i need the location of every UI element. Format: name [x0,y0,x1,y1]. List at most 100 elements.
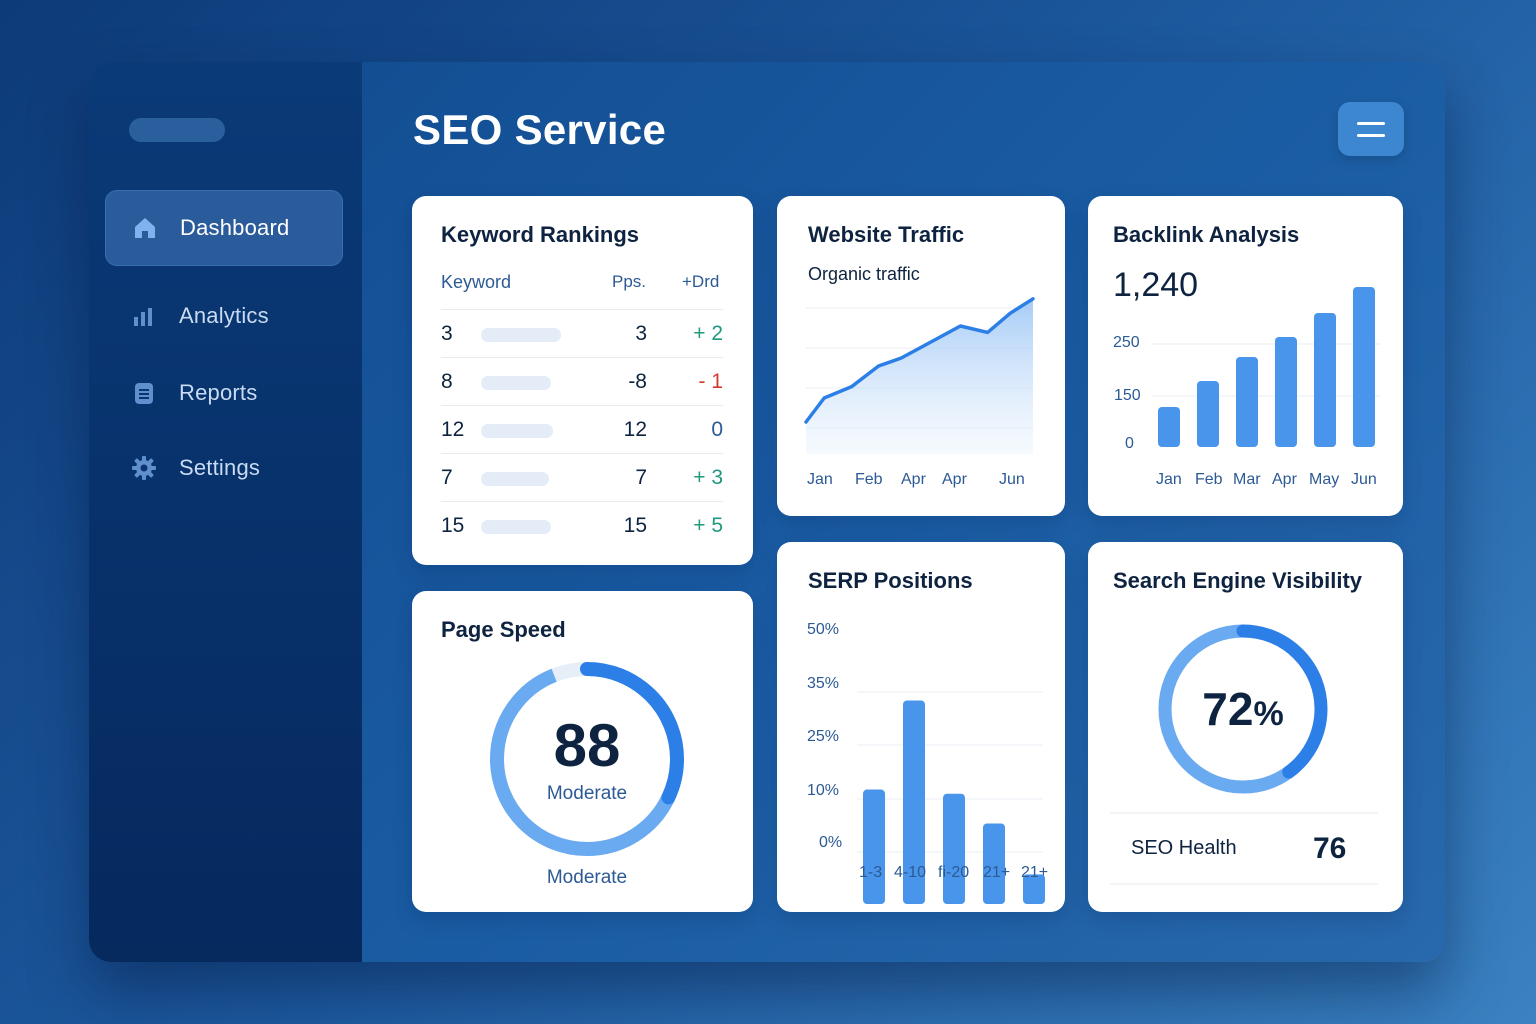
page-speed-score: 88 [553,712,621,779]
bar-apr [1275,337,1297,447]
y-tick-label: 25% [807,728,840,745]
x-tick-label: 4-10 [894,864,927,881]
page-speed-gauge [490,662,684,856]
menu-button[interactable] [1338,102,1404,156]
card-title: Backlink Analysis [1113,222,1300,247]
column-header-keyword: Keyword [441,272,512,292]
x-tick-label: fi-20 [938,864,970,881]
sidebar-item-analytics[interactable]: Analytics [105,278,343,354]
table-row[interactable]: 12 12 0 [441,405,723,453]
x-tick-label: Feb [855,471,883,488]
position-cell: 15 [623,514,647,537]
card-title: SERP Positions [808,568,973,593]
y-tick-label: 0% [819,834,843,851]
x-tick-label: May [1309,471,1340,488]
delta-cell: - 1 [698,370,723,393]
x-tick-label: 1-3 [859,864,883,881]
bar-jan [1158,407,1180,447]
position-cell: 3 [635,322,647,345]
page-speed-label: Moderate [546,783,628,804]
card-title: Search Engine Visibility [1113,568,1363,593]
traffic-area [806,298,1033,454]
card-title: Page Speed [441,617,566,642]
x-tick-label: Feb [1195,471,1223,488]
position-cell: 12 [623,418,647,441]
traffic-line [804,297,1035,424]
x-tick-label: Jan [807,471,833,488]
y-tick-label: 10% [807,782,840,799]
traffic-area-chart [804,297,1035,454]
bar-chart-icon [131,303,157,329]
keyword-bar [481,424,553,438]
keyword-cell: 3 [441,322,453,345]
column-header-position: Pps. [612,272,647,291]
page-title: SEO Service [413,106,667,153]
bar-feb [1197,381,1219,447]
logo [129,118,225,142]
serp-positions-card: SERP Positions 50% 35% 25% 10% 0% 1-3 4-… [777,542,1065,912]
search-visibility-card: Search Engine Visibility 72% SEO Health … [1088,542,1403,912]
delta-cell: 0 [711,418,723,441]
delta-cell: + 5 [693,514,723,537]
table-row[interactable]: 15 15 + 5 [441,501,723,549]
sidebar-item-settings[interactable]: Settings [105,430,343,506]
sidebar-item-dashboard[interactable]: Dashboard [105,190,343,266]
position-cell: -8 [628,370,647,393]
sidebar-item-label: Settings [179,455,261,480]
hamburger-icon [1357,133,1385,137]
delta-cell: + 3 [693,466,723,489]
bar-4-10 [903,700,925,904]
table-row[interactable]: 8 -8 - 1 [441,357,723,405]
bar-jun [1353,287,1375,447]
app-window: Dashboard Analytics Reports [89,62,1445,962]
y-tick-label: 50% [807,621,840,638]
x-tick-label: Apr [1272,471,1297,488]
keyword-bar [481,376,551,390]
page-speed-caption: Moderate [546,867,628,888]
y-tick-label: 250 [1113,334,1140,351]
x-tick-label: Mar [1233,471,1261,488]
x-tick-label: Jun [1351,471,1377,488]
bar-21+ [1023,874,1045,904]
seo-health-value: 76 [1313,832,1347,865]
visibility-number: 72 [1202,683,1254,735]
website-traffic-card: Website Traffic Organic traffic Jan Feb … [777,196,1065,516]
delta-cell: + 2 [693,322,723,345]
keyword-cell: 12 [441,418,465,441]
bar-1-3 [863,789,885,904]
chart-subtitle: Organic traffic [808,264,920,284]
keyword-cell: 15 [441,514,465,537]
column-header-delta: +Drd [682,272,720,291]
backlink-bar-chart [1152,287,1380,447]
home-icon [132,215,158,241]
x-tick-label: Apr [901,471,926,488]
sidebar-item-label: Reports [179,380,258,405]
bar-mar [1236,357,1258,447]
page-speed-card: Page Speed 88 Moderate Moderate [412,591,753,912]
seo-health-label: SEO Health [1131,837,1237,859]
hamburger-icon [1357,121,1385,125]
table-row[interactable]: 3 3 + 2 [441,309,723,357]
visibility-gauge [1110,624,1378,885]
sidebar-item-reports[interactable]: Reports [105,355,343,431]
position-cell: 7 [635,466,647,489]
x-tick-label: 21+ [983,864,1011,881]
keyword-bar [481,328,561,342]
gear-icon [131,455,157,481]
keyword-cell: 7 [441,466,453,489]
y-tick-label: 0 [1125,435,1134,452]
bar-21+ [983,823,1005,904]
card-title: Website Traffic [808,222,965,247]
x-tick-label: 21+ [1021,864,1049,881]
table-row[interactable]: 7 7 + 3 [441,453,723,501]
sidebar-item-label: Analytics [179,303,269,328]
x-tick-label: Jan [1156,471,1182,488]
sidebar: Dashboard Analytics Reports [89,62,362,962]
y-tick-label: 150 [1114,387,1141,404]
sidebar-item-label: Dashboard [180,215,290,240]
x-tick-label: Jun [999,471,1025,488]
bar-may [1314,313,1336,447]
card-title: Keyword Rankings [441,222,640,247]
keyword-rankings-card: Keyword Rankings Keyword Pps. +Drd 3 3 +… [412,196,753,565]
keyword-bar [481,472,549,486]
